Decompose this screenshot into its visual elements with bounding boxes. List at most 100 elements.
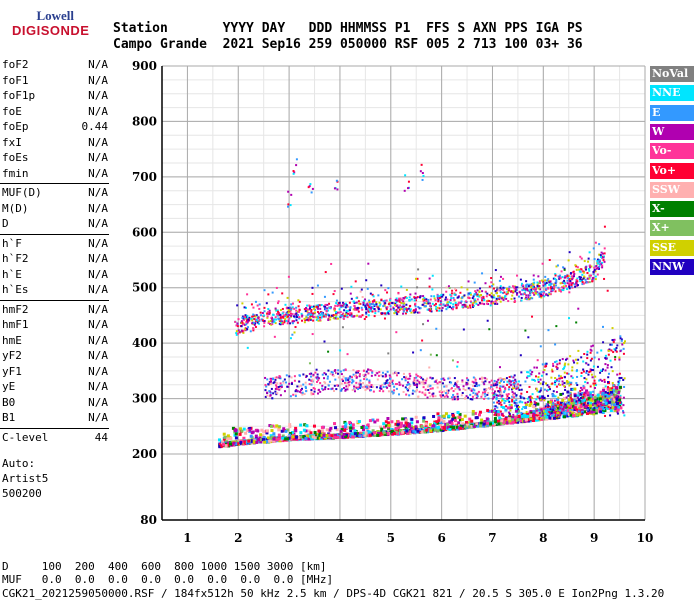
echo-point-f2 [257, 322, 260, 325]
echo-point-f2 [340, 306, 343, 309]
echo-point-lower [431, 424, 435, 428]
echo-point-spread [500, 379, 503, 382]
echo-point-f2 [379, 308, 382, 311]
echo-point-lower [424, 422, 428, 426]
echo-point-f2 [568, 283, 571, 286]
echo-point-spread [386, 386, 389, 389]
echo-point-f2 [258, 319, 261, 322]
echo-point-f2 [327, 309, 330, 312]
echo-point-f2 [450, 292, 453, 295]
echo-point-tall [528, 385, 531, 388]
echo-point-tall [620, 339, 623, 342]
echo-point-f2 [538, 295, 541, 298]
param-value: 0.44 [81, 120, 109, 133]
echo-point-lower [269, 437, 273, 441]
echo-point-lower [467, 423, 471, 427]
echo-point-tall [537, 380, 540, 383]
echo-point-f2 [237, 318, 240, 321]
param-row: foF1 N/A [2, 74, 108, 89]
echo-point-lower [313, 431, 317, 435]
echo-point-f2 [342, 312, 345, 315]
echo-point-f2 [275, 309, 278, 312]
echo-point-lower [476, 424, 480, 428]
echo-point-tall [603, 400, 606, 403]
echo-point-lower [602, 396, 606, 400]
echo-point-spread [264, 376, 267, 379]
echo-point-f2 [346, 315, 349, 318]
echo-point-f2 [283, 319, 286, 322]
echo-point-lower [572, 414, 576, 418]
echo-point-spread [411, 392, 414, 395]
echo-point-lower [534, 401, 538, 405]
echo-point-f2 [568, 287, 571, 290]
echo-point-tall [558, 359, 561, 362]
echo-point-f2 [537, 275, 540, 278]
echo-point-tall [571, 366, 574, 369]
echo-point-f2 [539, 291, 542, 294]
echo-point-lower [453, 419, 457, 423]
echo-point-f2 [589, 266, 592, 269]
echo-point-lower [441, 428, 445, 432]
echo-point-lower [485, 417, 489, 421]
echo-point-f2 [505, 287, 508, 290]
echo-point-tall [601, 404, 604, 407]
echo-point-spread [483, 392, 486, 395]
echo-point-tall [510, 403, 513, 406]
param-name: h`Es [2, 283, 29, 296]
echo-point-f2 [310, 308, 313, 311]
echo-point-f2 [536, 281, 539, 284]
echo-point-f2 [334, 304, 337, 307]
echo-point-f2 [408, 299, 411, 302]
echo-point-lower [591, 397, 595, 401]
echo-point-lower [471, 412, 475, 416]
echo-point-f2 [355, 296, 358, 299]
echo-point-lower [509, 421, 513, 425]
echo-point-tall [529, 395, 532, 398]
echo-point-f2 [312, 319, 315, 322]
echo-point-f2 [481, 272, 484, 275]
echo-point-tall [616, 411, 619, 414]
echo-point-f2 [559, 282, 562, 285]
echo-point-lower [613, 398, 617, 402]
echo-point-spread [436, 382, 439, 385]
y-tick-label: 900 [132, 59, 157, 73]
echo-point-f2 [263, 306, 266, 309]
echo-point-f2 [254, 300, 257, 303]
echo-point-tall [575, 382, 578, 385]
echo-point-lower [556, 406, 560, 410]
echo-point-tall [590, 349, 593, 352]
echo-point-spread [366, 387, 369, 390]
echo-point-spread [370, 374, 373, 377]
echo-point-f2 [261, 312, 264, 315]
echo-point-lower [317, 436, 321, 440]
echo-point-f2 [464, 305, 467, 308]
echo-point-f2 [601, 266, 604, 269]
echo-point-lower [259, 438, 263, 442]
echo-point-lower [602, 406, 606, 410]
echo-point-f2 [267, 293, 270, 296]
echo-point-tall [492, 401, 495, 404]
echo-point-f2 [446, 302, 449, 305]
echo-point-lower [440, 421, 444, 425]
echo-point-lower [344, 434, 348, 438]
echo-point-f2 [490, 302, 493, 305]
echo-point-spread [271, 397, 274, 400]
echo-point-spread [449, 388, 452, 391]
echo-point-f2 [499, 296, 502, 299]
echo-point-lower [346, 433, 350, 437]
echo-point-spread [469, 393, 472, 396]
echo-point-f2 [240, 325, 243, 328]
echo-point-tall [538, 397, 541, 400]
echo-point-tall [499, 385, 502, 388]
echo-point-f2 [298, 317, 301, 320]
echo-point-f2 [266, 315, 269, 318]
echo-point-f2 [549, 284, 552, 287]
echo-point-f2 [311, 286, 314, 289]
echo-point-f2 [333, 308, 336, 311]
echo-point-f2 [554, 290, 557, 293]
echo-point-lower [423, 429, 427, 433]
echo-point-lower [225, 441, 229, 445]
echo-point-f2 [350, 314, 353, 317]
echo-point-tall [546, 403, 549, 406]
echo-point-tall [582, 368, 585, 371]
